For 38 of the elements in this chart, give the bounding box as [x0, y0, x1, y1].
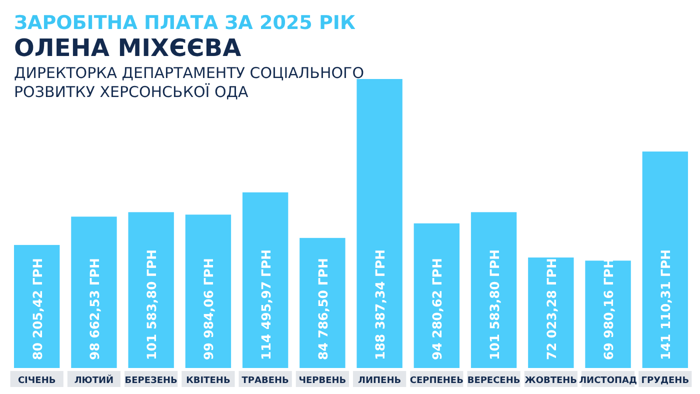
data-label: 72 023,28 ГРН	[544, 258, 559, 360]
x-tick-label: БЕРЕЗЕНЬ	[124, 376, 178, 386]
bar	[242, 192, 288, 368]
x-tick-label: ЛЮТИЙ	[74, 374, 114, 386]
bar	[356, 79, 402, 368]
data-label: 141 110,31 ГРН	[658, 249, 674, 360]
data-label: 114 495,97 ГРН	[258, 249, 274, 360]
bar	[71, 216, 117, 368]
chart-title: ЗАРОБІТНА ПЛАТА ЗА 2025 РІК	[14, 12, 356, 34]
x-tick-label: ЧЕРВЕНЬ	[298, 376, 346, 386]
bar	[414, 223, 460, 368]
data-label: 80 205,42 ГРН	[30, 258, 45, 360]
data-label: 98 662,53 ГРН	[86, 258, 102, 360]
bar	[470, 212, 517, 368]
bar	[185, 214, 232, 368]
bar	[585, 260, 631, 368]
data-label: 101 583,80 ГРН	[486, 249, 502, 360]
x-tick-label: ГРУДЕНЬ	[641, 376, 690, 386]
x-tick-label: ВЕРЕСЕНЬ	[467, 376, 520, 386]
bar	[642, 152, 688, 368]
data-label: 84 786,50 ГРН	[315, 258, 330, 360]
bar	[128, 212, 174, 368]
x-tick-label: ЛИСТОПАД	[579, 376, 637, 386]
data-label: 188 387,34 ГРН	[372, 249, 388, 360]
bar	[528, 258, 574, 368]
chart-subtitle: ОЛЕНА МІХЄЄВА	[14, 34, 242, 62]
x-tick-label: ТРАВЕНЬ	[242, 376, 290, 386]
x-tick-label: ЖОВТЕНЬ	[524, 376, 578, 386]
x-tick-label: СІЧЕНЬ	[18, 376, 56, 386]
bar	[14, 244, 60, 368]
x-tick-label: КВІТЕНЬ	[186, 376, 230, 386]
bar	[300, 238, 346, 368]
data-label: 94 280,62 ГРН	[430, 258, 445, 360]
data-label: 99 984,06 ГРН	[201, 258, 216, 360]
x-tick-label: СЕРПЕНЕЬ	[410, 376, 464, 386]
annotation: ДИРЕКТОРКА ДЕПАРТАМЕНТУ СОЦІАЛЬНОГО РОЗВИТКУ ХЕРСОНСЬКОЇ ОДА	[14, 64, 364, 101]
data-label: 101 583,80 ГРН	[144, 249, 160, 360]
x-tick-label: ЛИПЕНЬ	[358, 376, 402, 386]
